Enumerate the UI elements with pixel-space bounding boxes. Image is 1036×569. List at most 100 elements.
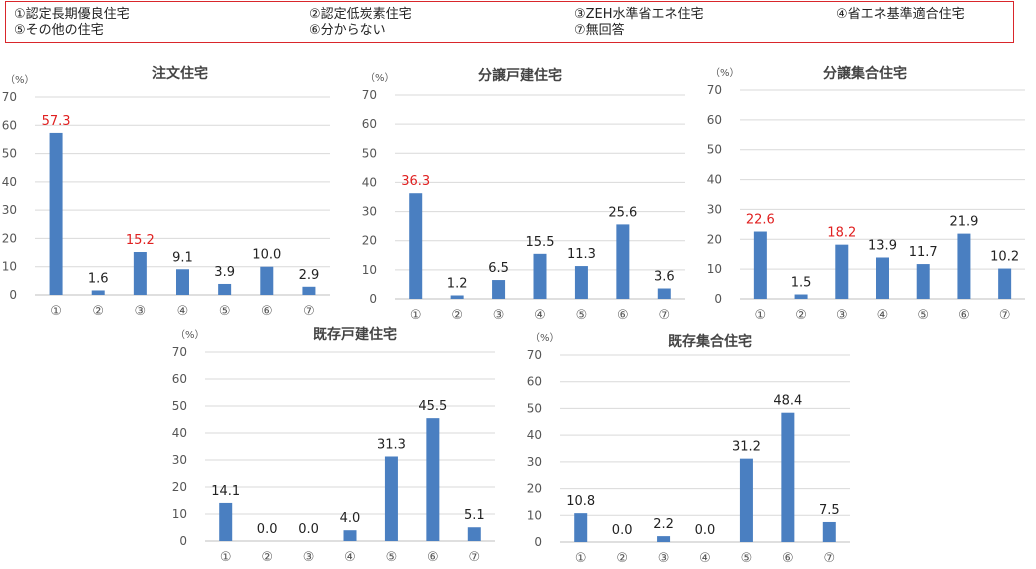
data-label: 36.3 [401,174,430,189]
data-label: 15.5 [526,235,555,250]
bar [176,269,189,295]
bar [657,288,671,299]
bar [533,253,547,299]
y-tick-label: 0 [179,534,187,548]
legend-item-5: ⑤その他の住宅 [14,23,104,38]
bar [343,530,357,541]
y-tick-label: 10 [362,263,377,277]
x-tick-label: ⑥ [958,308,970,323]
data-label: 3.9 [214,265,235,280]
bar [957,233,971,299]
x-tick-label: ⑥ [782,551,794,566]
data-label: 15.2 [126,233,155,248]
data-label: 18.2 [827,226,856,241]
x-tick-label: ③ [658,551,670,566]
data-label: 10.0 [252,248,281,263]
y-tick-label: 30 [362,205,377,219]
x-tick-label: ② [92,304,104,319]
data-label: 13.9 [868,238,897,253]
chart-title: 既存戸建住宅 [313,326,397,343]
bar [384,456,398,541]
x-tick-label: ④ [877,308,889,323]
bar [616,224,630,299]
data-label: 31.3 [377,437,406,452]
bar [49,132,63,295]
y-tick-label: 60 [527,375,542,389]
legend-item-3: ③ZEH水準省エネ住宅 [574,7,704,22]
y-axis-unit: （%） [5,74,35,86]
data-label: 21.9 [949,215,978,230]
x-tick-label: ⑦ [658,308,670,323]
bar [450,295,464,299]
y-tick-label: 70 [707,83,722,97]
data-label: 0.0 [257,522,278,537]
bar [467,527,481,541]
y-tick-label: 20 [172,480,187,494]
chart-title: 既存集合住宅 [668,333,752,350]
data-label: 10.8 [566,494,595,509]
chart-sale-condo: 分譲集合住宅 （%） 0 10 20 30 40 50 60 70 22.6 ① 1.5 ② 18.2 ③ 13… [707,65,1025,323]
y-tick-label: 50 [707,143,722,157]
x-tick-label: ③ [836,308,848,323]
x-tick-label: ① [755,308,767,323]
y-tick-label: 10 [172,507,187,521]
x-tick-label: ② [795,308,807,323]
y-tick-label: 40 [527,428,542,442]
bar [218,283,232,295]
bar [916,264,930,299]
data-label: 11.7 [909,245,938,260]
chart-title: 分譲戸建住宅 [478,67,562,84]
data-label: 7.5 [819,503,840,518]
y-tick-label: 20 [2,231,17,245]
y-axis-unit: （%） [710,67,740,79]
x-tick-label: ⑦ [999,308,1011,323]
data-label: 1.5 [791,276,812,291]
x-tick-label: ② [451,308,463,323]
data-label: 3.6 [654,270,675,285]
bar [302,286,316,295]
x-tick-label: ④ [699,551,711,566]
y-tick-label: 70 [2,90,17,104]
data-label: 14.1 [211,484,240,499]
legend-item-4: ④省エネ基準適合住宅 [836,7,965,22]
x-tick-label: ② [261,550,273,565]
y-tick-label: 10 [527,508,542,522]
data-label: 4.0 [340,511,361,526]
data-label: 2.9 [299,268,320,283]
data-label: 48.4 [773,394,802,409]
y-tick-label: 0 [9,288,17,302]
y-tick-label: 40 [362,175,377,189]
chart-existing-condo: 既存集合住宅 （%） 0 10 20 30 40 50 60 70 10.8 ① 0.0 ② 2.2 ③ 0.0… [527,332,850,566]
y-tick-label: 50 [362,146,377,160]
x-tick-label: ⑦ [303,304,315,319]
data-label: 25.6 [608,205,637,220]
y-tick-label: 30 [707,202,722,216]
x-tick-label: ② [616,551,628,566]
y-tick-label: 50 [172,399,187,413]
bar [574,513,588,542]
legend-item-1: ①認定長期優良住宅 [14,7,130,22]
x-tick-label: ③ [135,304,147,319]
y-tick-label: 70 [527,348,542,362]
y-tick-label: 0 [369,292,377,306]
bar [822,521,836,542]
x-tick-label: ⑦ [468,550,480,565]
chart-title: 分譲集合住宅 [823,65,907,82]
y-axis-unit: （%） [365,72,395,84]
x-tick-label: ⑦ [823,551,835,566]
x-tick-label: ③ [493,308,505,323]
bar [574,266,588,299]
data-label: 0.0 [612,523,633,538]
bar [492,280,506,299]
y-tick-label: 20 [362,234,377,248]
y-tick-label: 30 [2,203,17,217]
legend-box: ①認定長期優良住宅 ②認定低炭素住宅 ③ZEH水準省エネ住宅 ④省エネ基準適合住… [5,1,1014,43]
bar [876,257,889,299]
chart-title: 注文住宅 [152,65,208,82]
y-tick-label: 10 [2,260,17,274]
x-tick-label: ⑤ [576,308,588,323]
bar [133,252,147,295]
y-tick-label: 0 [714,292,722,306]
bar [426,418,440,541]
y-tick-label: 10 [707,262,722,276]
